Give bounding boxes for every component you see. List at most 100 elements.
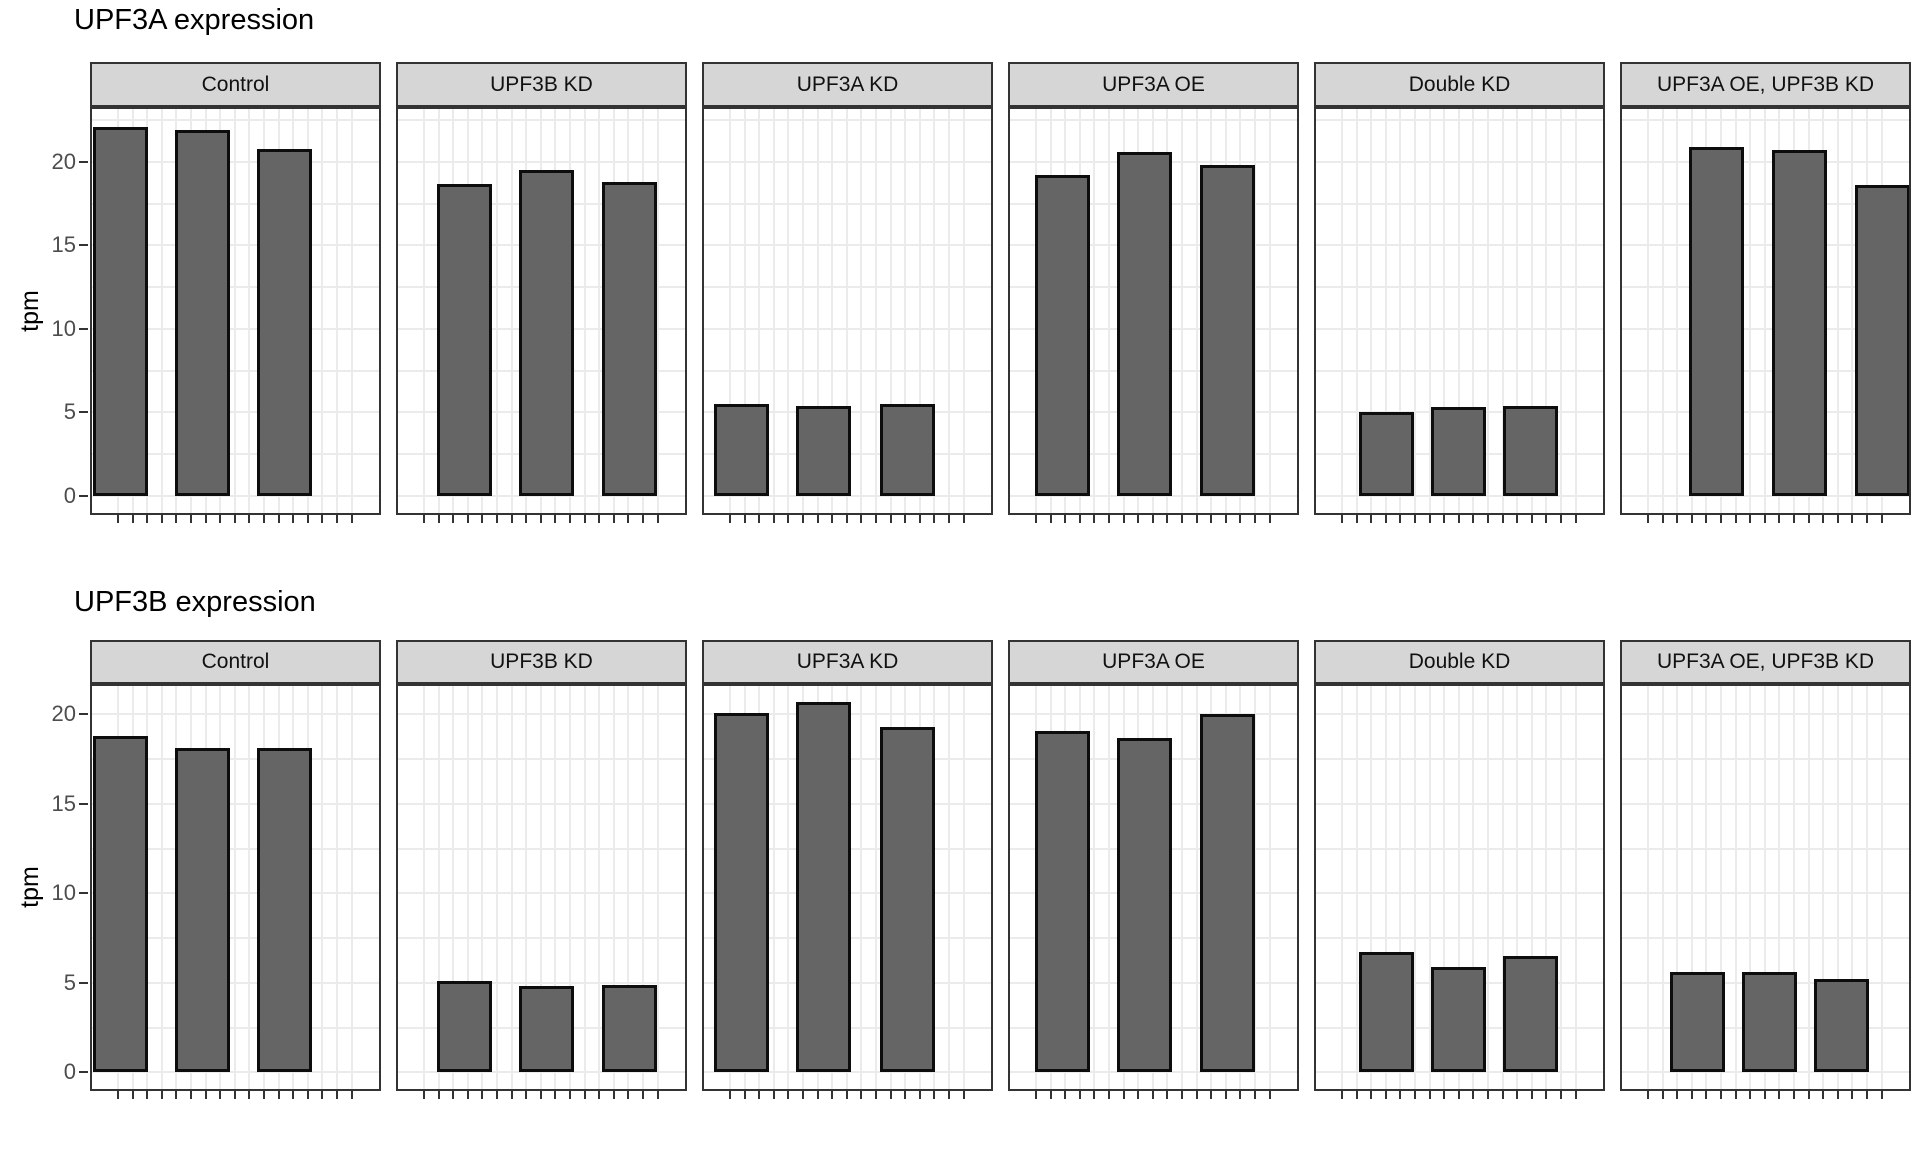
gridline-horizontal (1314, 1071, 1605, 1074)
bar (1689, 147, 1744, 496)
x-tick-mark (1516, 515, 1519, 523)
bar (1503, 405, 1558, 496)
gridline-vertical (1487, 684, 1489, 1091)
gridline-vertical (1822, 684, 1825, 1091)
x-tick-mark (1195, 515, 1198, 523)
gridline-vertical (554, 684, 557, 1091)
bar (1503, 956, 1558, 1073)
x-tick-mark (831, 515, 834, 523)
x-tick-mark (1763, 515, 1766, 523)
gridline-vertical (525, 684, 528, 1091)
gridline-vertical (583, 684, 586, 1091)
gridline-horizontal (396, 713, 687, 716)
gridline-vertical (510, 107, 513, 515)
y-tick-mark (79, 161, 88, 164)
gridline-vertical (1399, 684, 1402, 1091)
gridline-horizontal (1620, 1071, 1911, 1074)
x-tick-mark (263, 515, 265, 523)
gridline-vertical (758, 107, 761, 515)
gridline-vertical (889, 107, 892, 515)
gridline-horizontal (396, 981, 687, 984)
gridline-vertical (772, 107, 775, 515)
x-tick-mark (481, 515, 484, 523)
bar (602, 182, 657, 496)
y-tick-label: 20 (51, 149, 76, 175)
gridline-vertical (962, 684, 965, 1091)
x-tick-mark (802, 515, 804, 523)
gridline-horizontal (702, 244, 993, 247)
x-tick-mark (831, 1091, 834, 1099)
x-tick-mark (1355, 1091, 1358, 1099)
x-tick-mark (1705, 1091, 1708, 1099)
gridline-vertical (248, 684, 251, 1091)
gridline-vertical (598, 107, 601, 515)
x-tick-mark (1676, 1091, 1679, 1099)
gridline-vertical (1690, 684, 1693, 1091)
x-tick-mark (1472, 1091, 1475, 1099)
gridline-vertical (583, 107, 586, 515)
gridline-horizontal (1620, 161, 1911, 164)
x-tick-mark (1734, 1091, 1737, 1099)
x-tick-mark (1720, 515, 1722, 523)
x-tick-mark (1355, 515, 1358, 523)
x-tick-mark (437, 1091, 440, 1099)
x-tick-mark (627, 1091, 630, 1099)
facet-panel (1008, 684, 1299, 1091)
facet-strip: UPF3A OE, UPF3B KD (1620, 640, 1911, 684)
gridline-horizontal (90, 847, 381, 850)
x-tick-mark (1108, 1091, 1110, 1099)
gridline-vertical (1341, 107, 1343, 515)
x-tick-mark (481, 1091, 484, 1099)
gridline-vertical (1384, 684, 1387, 1091)
x-tick-mark (1166, 515, 1169, 523)
gridline-vertical (1661, 684, 1664, 1091)
facet-strip-label: Double KD (1408, 650, 1511, 673)
gridline-horizontal (702, 327, 993, 330)
gridline-vertical (1355, 684, 1358, 1091)
x-tick-mark (1254, 1091, 1256, 1099)
gridline-vertical (1851, 107, 1854, 515)
x-tick-mark (1836, 1091, 1839, 1099)
x-tick-mark (1560, 1091, 1562, 1099)
x-tick-mark (233, 1091, 236, 1099)
x-tick-mark (1734, 515, 1737, 523)
x-tick-mark (1545, 515, 1548, 523)
gridline-vertical (1268, 107, 1271, 515)
gridline-horizontal (702, 119, 993, 122)
x-tick-mark (277, 515, 280, 523)
gridline-horizontal (1314, 758, 1605, 761)
x-tick-mark (729, 515, 731, 523)
x-tick-mark (569, 515, 571, 523)
x-tick-mark (889, 1091, 892, 1099)
gridline-vertical (233, 684, 236, 1091)
gridline-vertical (350, 684, 353, 1091)
bar (880, 726, 935, 1073)
gridline-vertical (802, 107, 804, 515)
x-tick-mark (904, 515, 907, 523)
x-tick-mark (1108, 515, 1110, 523)
gridline-vertical (452, 684, 455, 1091)
x-tick-mark (510, 515, 513, 523)
x-tick-mark (1122, 1091, 1125, 1099)
gridline-horizontal (1620, 119, 1911, 122)
x-tick-mark (1414, 515, 1416, 523)
bar (1200, 165, 1255, 496)
gridline-vertical (787, 684, 790, 1091)
gridline-horizontal (1620, 202, 1911, 205)
gridline-horizontal (1620, 713, 1911, 716)
x-tick-mark (219, 515, 222, 523)
y-tick-mark (79, 244, 88, 247)
gridline-vertical (1370, 107, 1373, 515)
x-tick-mark (452, 515, 455, 523)
x-tick-mark (204, 1091, 207, 1099)
x-tick-mark (1778, 1091, 1781, 1099)
gridline-vertical (962, 107, 965, 515)
x-tick-mark (1341, 1091, 1343, 1099)
x-tick-mark (437, 515, 440, 523)
bar (880, 403, 935, 496)
x-tick-mark (554, 1091, 557, 1099)
x-tick-mark (642, 515, 644, 523)
gridline-vertical (1195, 107, 1198, 515)
gridline-vertical (1399, 107, 1402, 515)
facet-panel (1620, 107, 1911, 515)
